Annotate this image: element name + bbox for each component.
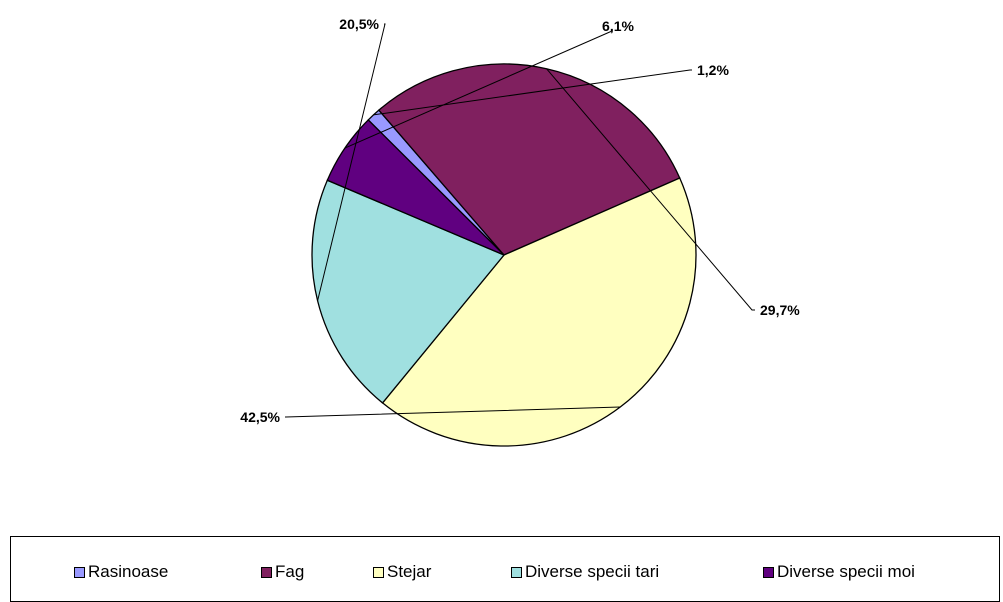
legend-swatch xyxy=(74,566,85,578)
legend-swatch xyxy=(373,566,384,578)
legend-item-fag: Fag xyxy=(261,563,304,581)
data-labels: 1,2% 29,7% 42,5% 20,5% 6,1% xyxy=(240,16,800,425)
pie-slices xyxy=(311,63,697,447)
legend-item-diverse-specii-tari: Diverse specii tari xyxy=(511,563,659,581)
pie-chart: 1,2% 29,7% 42,5% 20,5% 6,1% xyxy=(240,16,800,447)
legend-swatch xyxy=(261,566,272,578)
legend-swatch xyxy=(763,566,774,578)
data-label: 42,5% xyxy=(240,409,280,425)
legend: Rasinoase Fag Stejar Diverse specii tari… xyxy=(10,536,1000,602)
legend-swatch xyxy=(511,566,522,578)
pie-slice-diverse-specii-moi xyxy=(326,119,505,256)
leader-line xyxy=(317,23,386,301)
legend-label: Diverse specii tari xyxy=(525,562,660,581)
legend-item-rasinoase: Rasinoase xyxy=(74,563,168,581)
data-label: 20,5% xyxy=(339,16,379,32)
leader-lines xyxy=(285,23,755,418)
data-label: 29,7% xyxy=(760,302,800,318)
legend-label: Diverse specii moi xyxy=(777,562,915,581)
pie-slice-stejar xyxy=(381,177,697,447)
legend-label: Stejar xyxy=(387,562,432,581)
data-label: 6,1% xyxy=(602,18,634,34)
leader-line xyxy=(344,30,613,149)
leader-line xyxy=(546,68,755,311)
legend-item-stejar: Stejar xyxy=(373,563,431,581)
leader-line xyxy=(285,406,621,418)
legend-item-diverse-specii-moi: Diverse specii moi xyxy=(763,563,915,581)
leader-line xyxy=(373,69,692,116)
legend-label: Rasinoase xyxy=(88,562,169,581)
data-label: 1,2% xyxy=(697,62,729,78)
legend-label: Fag xyxy=(275,562,305,581)
